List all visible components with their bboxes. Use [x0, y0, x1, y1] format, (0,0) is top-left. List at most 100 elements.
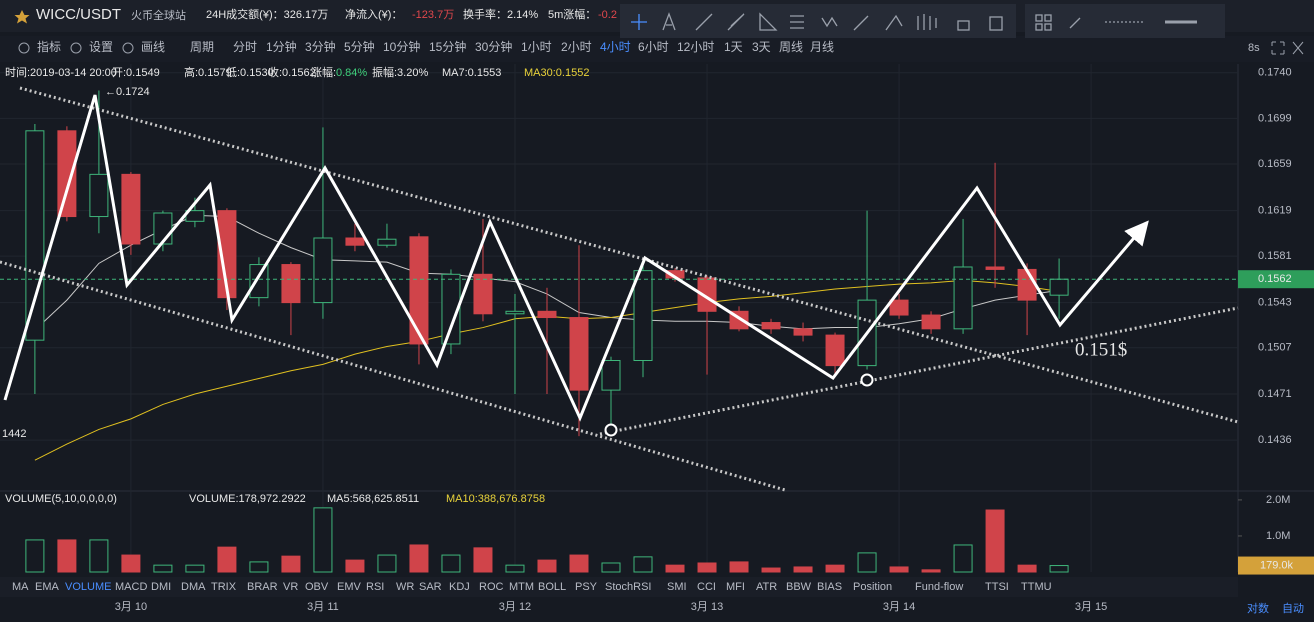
candle-body — [409, 236, 429, 345]
period-option[interactable]: 周线 — [779, 40, 803, 54]
edge-label: 1442 — [2, 428, 26, 440]
indicator-tab[interactable]: VR — [283, 581, 298, 593]
auto-toggle[interactable]: 自动 — [1282, 602, 1304, 615]
indicator-tab[interactable]: MACD — [115, 581, 147, 593]
candle-body — [281, 264, 301, 304]
period-option[interactable]: 月线 — [810, 40, 834, 54]
volume-bar — [921, 569, 941, 573]
volume-bar — [889, 566, 909, 573]
volume-bar — [505, 564, 525, 573]
pivot-marker — [860, 373, 874, 387]
candle-body — [569, 317, 589, 391]
indicator-tab[interactable]: BOLL — [538, 581, 566, 593]
x-tick-label: 3月 10 — [115, 601, 147, 613]
volume-bar — [121, 554, 141, 573]
x-tick-label: 3月 15 — [1075, 601, 1107, 613]
candle-body — [793, 328, 813, 336]
indicator-tab[interactable]: Position — [853, 581, 892, 593]
exchange: 火币全球站 — [131, 8, 186, 22]
indicator-tab[interactable]: CCI — [697, 581, 716, 593]
volume-bar — [665, 564, 685, 573]
volume-bar — [57, 539, 77, 573]
indicator-tab[interactable]: ATR — [756, 581, 777, 593]
candle-body — [761, 322, 781, 330]
indicator-tab[interactable]: KDJ — [449, 581, 470, 593]
tool-button[interactable]: 设置 — [89, 40, 113, 54]
indicator-tab[interactable]: StochRSI — [605, 581, 651, 593]
y-tick-label: 0.1619 — [1258, 205, 1292, 217]
indicator-tab[interactable]: Fund-flow — [915, 581, 963, 593]
high-annotation: ←0.1724 — [105, 86, 150, 98]
candle-body — [825, 334, 845, 367]
period-option[interactable]: 5分钟 — [344, 39, 375, 54]
volume-bar — [793, 566, 813, 573]
indicator-tab[interactable]: MFI — [726, 581, 745, 593]
info-item: 振幅:3.20% — [372, 65, 428, 79]
period-option[interactable]: 1分钟 — [266, 39, 297, 54]
info-line: 时间:2019-03-14 20:00开:0.1549 高:0.1579低:0.1… — [5, 65, 589, 79]
indicator-tab[interactable]: RSI — [366, 581, 384, 593]
indicator-tab[interactable]: SAR — [419, 581, 442, 593]
volume-info-item: MA10:388,676.8758 — [446, 493, 545, 505]
indicator-tab[interactable]: MA — [12, 581, 29, 593]
indicator-tab[interactable]: EMV — [337, 581, 362, 593]
period-option[interactable]: 30分钟 — [475, 39, 512, 54]
period-option[interactable]: 10分钟 — [383, 39, 420, 54]
indicator-tab[interactable]: BRAR — [247, 581, 278, 593]
tool-icon — [122, 42, 134, 54]
indicator-tab[interactable]: TTMU — [1021, 581, 1052, 593]
favorite-star[interactable] — [14, 10, 30, 24]
tool-button[interactable]: 画线 — [141, 40, 165, 54]
volume-bar — [153, 564, 173, 573]
y-tick-label: 0.1659 — [1258, 158, 1292, 170]
candle-body — [953, 266, 973, 330]
period-option[interactable]: 1天 — [724, 40, 743, 54]
log-toggle[interactable]: 对数 — [1247, 601, 1269, 615]
period-option[interactable]: 分时 — [233, 40, 257, 54]
x-tick-label: 3月 13 — [691, 601, 723, 613]
window-controls[interactable] — [1271, 41, 1304, 55]
tool-icon — [70, 42, 82, 54]
volume-tag — [1238, 556, 1314, 575]
volume-bar — [185, 564, 205, 573]
indicator-tab[interactable]: ROC — [479, 581, 504, 593]
y-tick-label: 0.1507 — [1258, 342, 1292, 354]
indicator-tab[interactable]: DMI — [151, 581, 171, 593]
volume-bar — [601, 562, 621, 573]
indicator-tab[interactable]: BBW — [786, 581, 812, 593]
stat: -0.2 — [598, 9, 617, 21]
period-option[interactable]: 4小时 — [600, 40, 631, 54]
indicator-tab[interactable]: BIAS — [817, 581, 842, 593]
candle-body — [25, 130, 45, 341]
indicator-tab[interactable]: MTM — [509, 581, 534, 593]
indicator-tab[interactable]: WR — [396, 581, 414, 593]
period-option[interactable]: 3分钟 — [305, 39, 336, 54]
refresh-interval[interactable]: 8s — [1248, 42, 1260, 54]
period-option[interactable]: 6小时 — [638, 40, 669, 54]
indicator-tab[interactable]: EMA — [35, 581, 60, 593]
candle-body — [57, 130, 77, 218]
period-option[interactable]: 3天 — [752, 40, 771, 54]
indicator-tab[interactable]: DMA — [181, 581, 206, 593]
indicator-tab[interactable]: TRIX — [211, 581, 237, 593]
stat: 净流入(¥)： — [345, 7, 402, 21]
indicator-tab[interactable]: VOLUME — [65, 581, 111, 593]
volume-bar — [281, 555, 301, 573]
volume-info: VOLUME(5,10,0,0,0,0) VOLUME:178,972.2922 M… — [5, 493, 545, 505]
period-option[interactable]: 2小时 — [561, 40, 592, 54]
volume-bar — [729, 561, 749, 573]
volume-bar — [345, 559, 365, 573]
period-option[interactable]: 12小时 — [677, 40, 714, 54]
tool-button[interactable]: 指标 — [37, 39, 61, 54]
indicator-tab[interactable]: PSY — [575, 581, 598, 593]
volume-current-label: 179.0k — [1260, 559, 1294, 571]
drawing-tools[interactable] — [631, 12, 1197, 31]
candle-body — [1017, 268, 1037, 301]
indicator-tab[interactable]: SMI — [667, 581, 687, 593]
period-option[interactable]: 15分钟 — [429, 39, 466, 54]
indicator-tab[interactable]: TTSI — [985, 581, 1009, 593]
x-tick-label: 3月 11 — [307, 601, 339, 613]
period-option[interactable]: 1小时 — [521, 40, 552, 54]
indicator-tab[interactable]: OBV — [305, 581, 329, 593]
